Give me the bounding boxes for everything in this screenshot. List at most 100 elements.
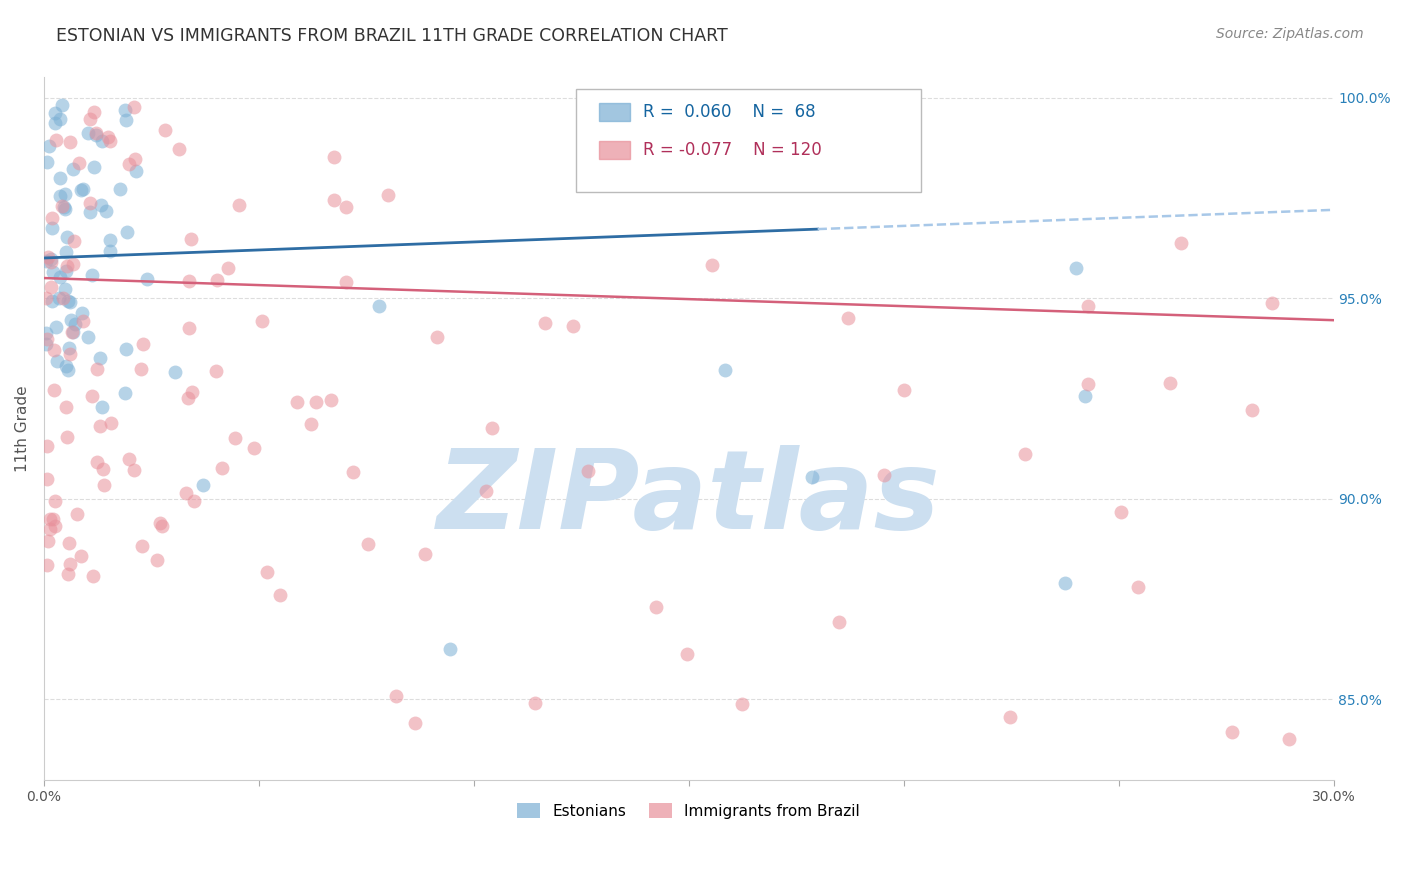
Point (385, 689, 408, 703)
Point (39, 512, 62, 526)
Point (1077, 299, 1099, 313)
Point (180, 232, 202, 246)
Point (84, 128, 107, 142)
Point (191, 478, 214, 492)
Point (39, 279, 62, 293)
Point (62, 325, 84, 339)
Point (37, 250, 59, 264)
Point (132, 336, 155, 351)
Point (335, 276, 357, 290)
Point (39, 252, 62, 266)
Point (59, 135, 82, 149)
Point (62, 326, 84, 340)
Point (108, 181, 131, 195)
Point (35, 326, 58, 341)
Point (167, 142, 190, 156)
Point (124, 152, 146, 166)
Point (114, 103, 136, 117)
Point (304, 394, 326, 409)
Point (1278, 732, 1301, 747)
Point (413, 547, 436, 561)
Point (83, 105, 105, 120)
Point (98, 233, 121, 247)
Point (58, 347, 80, 361)
Point (299, 417, 322, 431)
Point (89, 351, 111, 366)
Point (100, 134, 122, 148)
Point (91, 134, 114, 148)
Point (1126, 580, 1149, 594)
Point (44, 105, 66, 120)
Point (481, 420, 503, 434)
Point (49, 112, 72, 127)
Point (998, 710, 1021, 724)
Text: Source: ZipAtlas.com: Source: ZipAtlas.com (1216, 27, 1364, 41)
Point (1261, 295, 1284, 310)
Point (242, 441, 264, 455)
Point (56, 230, 79, 244)
Point (713, 362, 735, 376)
Point (49, 171, 72, 186)
Point (69, 182, 91, 196)
Point (42, 512, 65, 526)
Point (136, 272, 159, 286)
Point (79, 196, 101, 211)
Point (59, 558, 82, 572)
Point (41, 211, 63, 225)
Point (51, 199, 73, 213)
Point (377, 187, 399, 202)
Point (179, 274, 201, 288)
Point (56, 363, 79, 377)
Point (58, 536, 80, 550)
Point (523, 696, 546, 710)
Point (59, 295, 82, 310)
Point (97, 130, 120, 145)
Point (51, 98, 73, 112)
Point (153, 122, 176, 136)
Point (285, 395, 308, 409)
Point (205, 272, 228, 286)
Point (44, 494, 66, 508)
Text: R =  0.060    N =  68: R = 0.060 N = 68 (643, 103, 815, 121)
Point (183, 494, 205, 508)
Point (55, 400, 77, 414)
Point (44, 115, 66, 129)
Point (146, 553, 169, 567)
Text: ESTONIAN VS IMMIGRANTS FROM BRAZIL 11TH GRADE CORRELATION CHART: ESTONIAN VS IMMIGRANTS FROM BRAZIL 11TH … (56, 27, 728, 45)
Point (100, 417, 122, 431)
Point (49, 270, 72, 285)
Point (38, 138, 60, 153)
Text: ZIPatlas: ZIPatlas (437, 445, 941, 552)
Point (80, 389, 103, 403)
Point (181, 385, 204, 400)
Point (79, 204, 101, 219)
Point (37, 534, 59, 549)
Point (561, 318, 583, 333)
Point (250, 314, 273, 328)
Point (115, 225, 138, 239)
Point (439, 642, 461, 657)
Point (800, 470, 823, 484)
Point (86, 362, 108, 376)
Point (62, 234, 84, 248)
Point (72, 182, 94, 196)
Point (44, 383, 66, 397)
Point (35, 291, 58, 305)
Point (1073, 389, 1095, 403)
Point (211, 461, 233, 475)
Point (837, 311, 859, 326)
Point (118, 156, 141, 170)
Point (55, 430, 77, 444)
Point (89, 419, 111, 434)
Point (269, 588, 291, 602)
Point (322, 150, 344, 164)
Point (39, 254, 62, 268)
Point (48, 188, 70, 202)
Point (1159, 376, 1181, 390)
Point (426, 329, 449, 343)
Point (55, 359, 77, 373)
Point (90, 198, 112, 212)
Point (55, 264, 77, 278)
Point (35, 472, 58, 486)
Point (91, 461, 114, 475)
